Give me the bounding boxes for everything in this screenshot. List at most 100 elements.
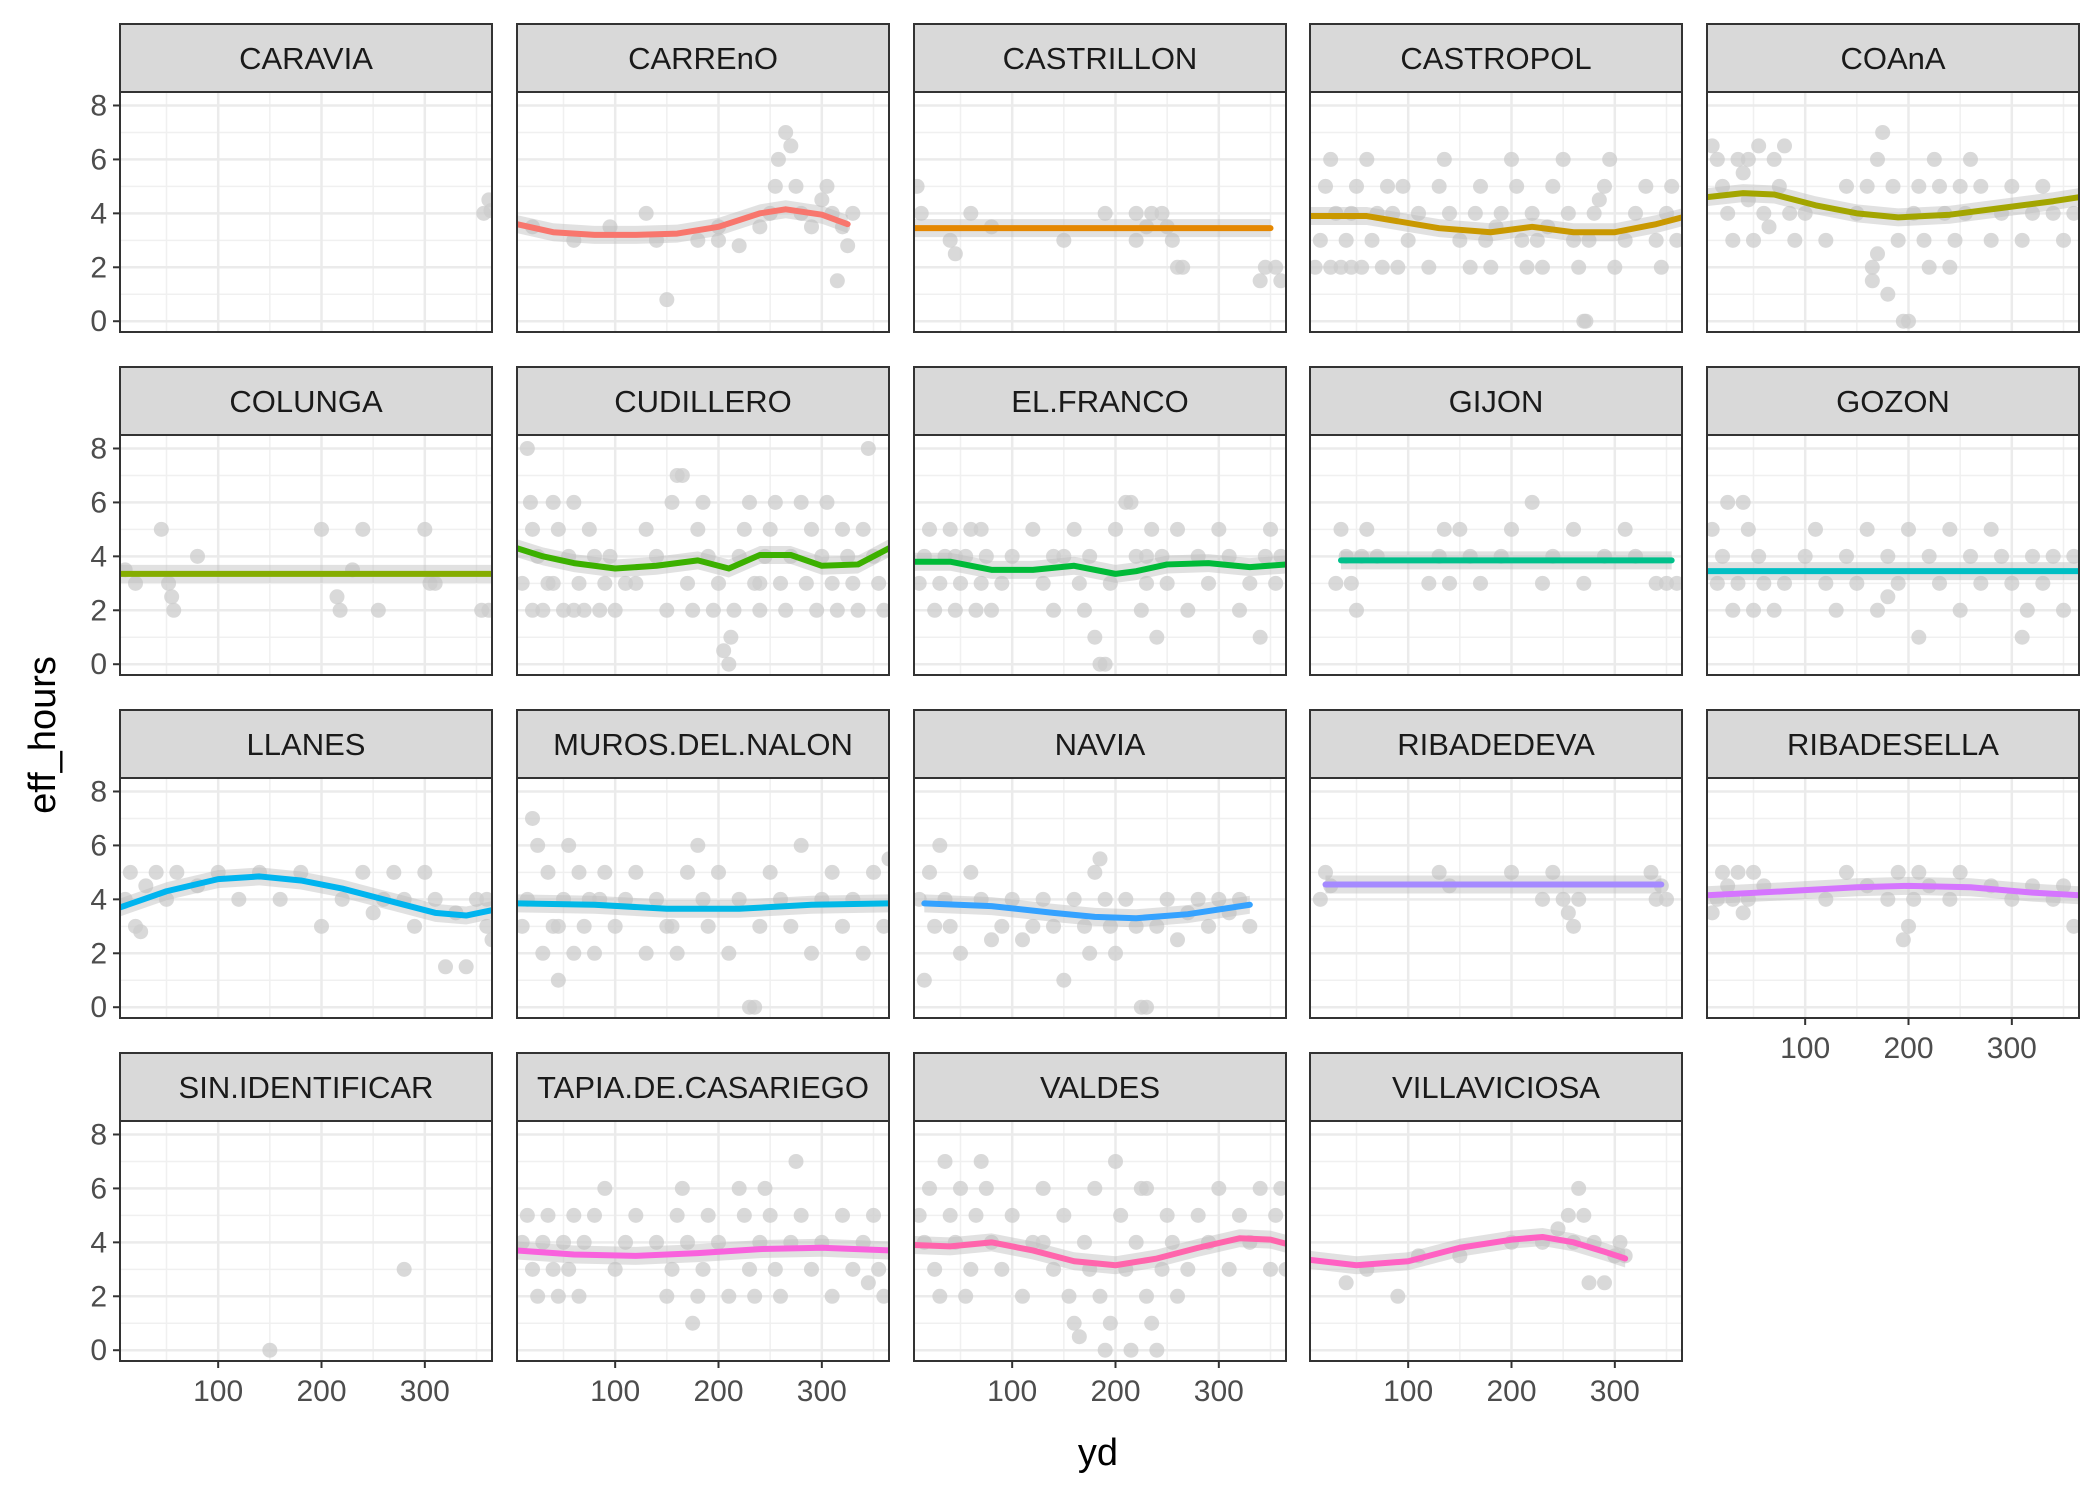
- data-point: [1880, 548, 1896, 564]
- data-point: [1046, 602, 1061, 618]
- data-point: [1576, 1207, 1592, 1223]
- data-point: [1025, 918, 1041, 934]
- data-point: [1263, 1261, 1278, 1277]
- data-point: [685, 602, 701, 618]
- data-point: [1519, 259, 1535, 275]
- data-point: [2035, 575, 2051, 591]
- data-point: [866, 1207, 881, 1223]
- data-point: [932, 575, 948, 591]
- data-point: [628, 864, 644, 880]
- panel-marks: [517, 810, 889, 1015]
- data-point: [1808, 521, 1823, 537]
- data-point: [1751, 138, 1767, 154]
- data-point: [1911, 864, 1927, 880]
- data-point: [711, 864, 726, 880]
- data-point: [1983, 521, 1999, 537]
- data-point: [1550, 1221, 1566, 1237]
- data-point: [1746, 602, 1761, 618]
- data-point: [1504, 521, 1519, 537]
- facet-strip-label: LLANES: [247, 727, 366, 762]
- data-point: [2056, 878, 2071, 894]
- data-point: [1529, 232, 1545, 248]
- data-point: [1077, 602, 1092, 618]
- panel-marks: [517, 440, 889, 672]
- data-point: [1097, 205, 1113, 221]
- data-point: [1560, 1207, 1576, 1223]
- data-point: [752, 219, 768, 235]
- panel-marks: [120, 521, 492, 618]
- data-point: [942, 521, 958, 537]
- data-point: [1268, 1207, 1284, 1223]
- data-point: [731, 891, 747, 907]
- data-point: [1154, 548, 1170, 564]
- data-point: [1035, 1180, 1051, 1196]
- smooth-line: [517, 206, 851, 238]
- data-point: [1159, 575, 1175, 591]
- data-point: [1139, 999, 1154, 1015]
- data-point: [1025, 521, 1041, 537]
- panel-background: [1310, 778, 1682, 1018]
- data-point: [2004, 891, 2020, 907]
- data-point: [1648, 575, 1664, 591]
- data-point: [1108, 945, 1123, 961]
- data-point: [747, 999, 763, 1015]
- data-point: [1273, 273, 1286, 289]
- data-point: [1144, 521, 1160, 537]
- data-point: [2004, 178, 2020, 194]
- data-point: [148, 864, 164, 880]
- data-point: [1128, 548, 1144, 564]
- data-point: [845, 205, 861, 221]
- data-point: [1328, 575, 1344, 591]
- data-point: [355, 864, 371, 880]
- data-point: [1323, 151, 1339, 167]
- data-point: [1576, 575, 1592, 591]
- data-point: [1221, 1261, 1237, 1277]
- data-point: [1504, 864, 1519, 880]
- data-point: [561, 1261, 577, 1277]
- data-point: [169, 864, 185, 880]
- data-point: [417, 864, 433, 880]
- panel-border: [913, 1120, 1287, 1362]
- data-point: [1746, 864, 1761, 880]
- data-point: [1452, 1248, 1468, 1264]
- facet-strip: [516, 366, 890, 436]
- data-point: [1578, 313, 1594, 329]
- data-point: [1046, 1261, 1061, 1277]
- data-point: [1149, 629, 1165, 645]
- data-point: [1133, 602, 1149, 618]
- data-point: [1669, 575, 1682, 591]
- data-point: [700, 1207, 716, 1223]
- data-point: [1338, 1275, 1354, 1291]
- data-point: [1077, 1234, 1092, 1250]
- data-point: [757, 1180, 773, 1196]
- data-point: [576, 602, 592, 618]
- data-point: [638, 205, 654, 221]
- data-point: [1730, 575, 1746, 591]
- panel-marks: [517, 1153, 889, 1331]
- y-tick-label: 6: [90, 829, 107, 862]
- data-point: [1139, 1180, 1154, 1196]
- data-point: [556, 1234, 571, 1250]
- data-point: [845, 1261, 861, 1277]
- panels-layer: CARAVIA 0 2 4 6 8 CARREnO CASTRILLON CASTROPOL CO…: [90, 23, 2080, 1408]
- data-point: [1707, 138, 1720, 154]
- data-point: [1252, 629, 1268, 645]
- data-point: [1864, 273, 1880, 289]
- panel-border: [913, 91, 1287, 333]
- y-tick-label: 0: [90, 648, 107, 681]
- data-point: [1926, 151, 1942, 167]
- facet-strip-label: GIJON: [1449, 384, 1544, 419]
- data-point: [1102, 918, 1118, 934]
- data-point: [1473, 575, 1488, 591]
- data-point: [835, 918, 850, 934]
- data-point: [2066, 548, 2079, 564]
- data-point: [845, 575, 861, 591]
- panel-marks: [1707, 864, 2079, 948]
- data-point: [1149, 1342, 1165, 1358]
- data-point: [1354, 259, 1370, 275]
- data-point: [731, 1180, 747, 1196]
- data-point: [1746, 232, 1761, 248]
- y-tick-label: 2: [90, 1280, 107, 1313]
- data-point: [1952, 864, 1968, 880]
- data-point: [566, 945, 582, 961]
